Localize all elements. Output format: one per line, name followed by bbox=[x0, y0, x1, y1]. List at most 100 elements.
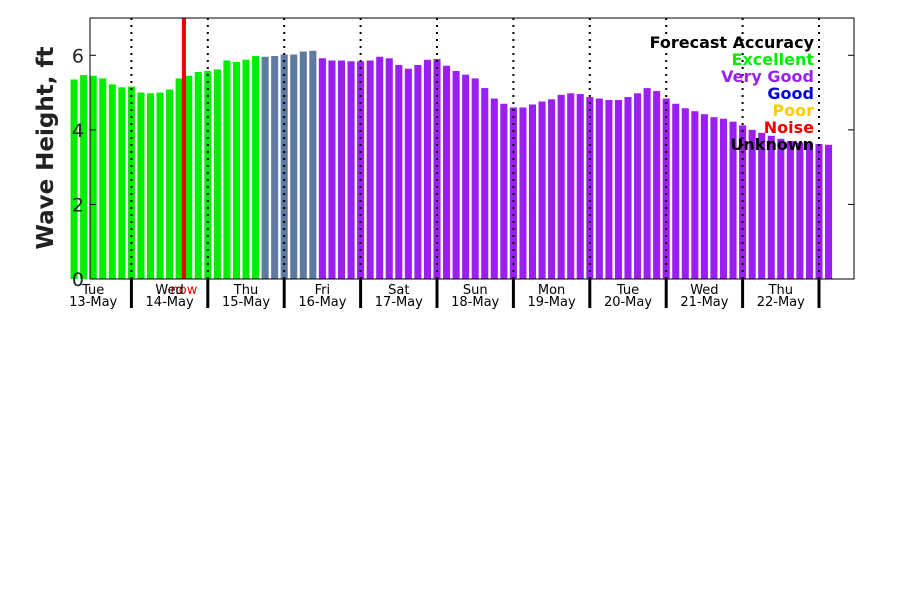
day-date-label: 17-May bbox=[375, 295, 423, 310]
bar bbox=[624, 97, 632, 279]
day-name-label: Thu bbox=[768, 283, 793, 298]
legend-entry: Poor bbox=[772, 101, 814, 120]
bar bbox=[691, 111, 699, 280]
bar bbox=[681, 108, 689, 279]
bar bbox=[337, 60, 346, 280]
bar bbox=[213, 69, 221, 279]
bar bbox=[471, 78, 479, 280]
day-name-label: Thu bbox=[233, 283, 258, 298]
bar bbox=[252, 56, 260, 279]
bar bbox=[748, 129, 756, 279]
bar bbox=[634, 93, 642, 279]
bar bbox=[796, 142, 804, 279]
y-tick-label: 2 bbox=[72, 194, 84, 216]
bar bbox=[576, 94, 584, 279]
bar bbox=[423, 59, 431, 280]
bar bbox=[672, 103, 680, 279]
day-date-label: 16-May bbox=[298, 295, 346, 310]
bar bbox=[127, 86, 135, 279]
bar bbox=[614, 100, 622, 279]
bar bbox=[710, 117, 718, 280]
day-date-label: 15-May bbox=[222, 295, 270, 310]
day-name-label: Fri bbox=[315, 283, 331, 298]
bar bbox=[137, 92, 145, 279]
bar bbox=[786, 141, 794, 279]
bar bbox=[777, 138, 785, 279]
bar bbox=[290, 54, 298, 279]
legend-entry: Very Good bbox=[721, 67, 814, 86]
bar bbox=[357, 61, 365, 279]
day-name-label: Sat bbox=[388, 283, 409, 298]
bar bbox=[586, 97, 594, 279]
day-name-label: Tue bbox=[616, 283, 639, 298]
bar bbox=[242, 59, 250, 280]
bar bbox=[271, 56, 279, 279]
legend-title: Forecast Accuracy bbox=[650, 33, 815, 52]
bar bbox=[80, 75, 88, 279]
day-name-label: Mon bbox=[538, 283, 565, 298]
day-date-label: 14-May bbox=[146, 295, 194, 310]
bar bbox=[548, 99, 556, 279]
day-date-label: 21-May bbox=[680, 295, 728, 310]
bar bbox=[185, 75, 193, 279]
bar bbox=[318, 58, 326, 279]
bar bbox=[414, 64, 422, 279]
bar bbox=[347, 61, 355, 279]
day-date-label: 19-May bbox=[528, 295, 576, 310]
bar bbox=[595, 98, 603, 279]
bar bbox=[99, 78, 107, 280]
bar bbox=[433, 59, 441, 280]
bar bbox=[328, 60, 336, 280]
legend-entry: Good bbox=[767, 84, 814, 103]
bar bbox=[519, 107, 527, 280]
bar bbox=[643, 88, 651, 279]
legend-entry: Noise bbox=[764, 118, 814, 137]
bar bbox=[70, 79, 78, 280]
bar bbox=[146, 93, 155, 279]
bar bbox=[232, 62, 240, 279]
bar-series bbox=[70, 50, 833, 280]
bar bbox=[108, 84, 116, 280]
day-date-label: 20-May bbox=[604, 295, 652, 310]
bar bbox=[767, 135, 775, 279]
bar bbox=[719, 118, 728, 279]
bar bbox=[739, 125, 747, 279]
bar bbox=[376, 56, 384, 279]
day-name-label: Tue bbox=[81, 283, 104, 298]
y-axis: 0 2 4 6 bbox=[72, 45, 854, 291]
bar bbox=[500, 103, 508, 279]
bar bbox=[758, 132, 766, 279]
bar bbox=[366, 60, 374, 280]
bar bbox=[385, 58, 393, 279]
bar bbox=[538, 101, 546, 280]
bar bbox=[156, 92, 164, 279]
bar bbox=[653, 91, 661, 279]
day-name-label: Sun bbox=[463, 283, 488, 298]
bar bbox=[729, 121, 737, 280]
bar bbox=[462, 74, 470, 279]
day-date-label: 22-May bbox=[757, 295, 805, 310]
bar bbox=[89, 75, 97, 279]
bar bbox=[662, 98, 670, 279]
bar bbox=[261, 56, 269, 279]
plot-frame bbox=[89, 17, 855, 280]
y-axis-label: Wave Height, ft bbox=[33, 47, 59, 250]
bar bbox=[700, 114, 708, 279]
y-tick-label: 6 bbox=[72, 45, 84, 67]
day-name-label: Wed bbox=[690, 283, 718, 298]
bar bbox=[481, 88, 489, 279]
bar bbox=[175, 78, 183, 280]
bar bbox=[395, 64, 403, 279]
y-tick-label: 4 bbox=[72, 120, 84, 142]
bar bbox=[223, 60, 231, 280]
now-label: now bbox=[171, 283, 198, 298]
bar bbox=[805, 143, 813, 279]
bar bbox=[452, 70, 460, 279]
x-axis: Tue13-MayWed14-MayThu15-MayFri16-MaySat1… bbox=[69, 279, 821, 310]
now-marker: now bbox=[171, 18, 198, 298]
bar bbox=[404, 68, 412, 280]
bar bbox=[825, 144, 833, 279]
day-gridlines bbox=[130, 18, 820, 279]
